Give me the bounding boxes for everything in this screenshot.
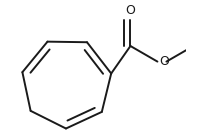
Text: O: O <box>126 4 135 17</box>
Text: O: O <box>159 55 169 68</box>
